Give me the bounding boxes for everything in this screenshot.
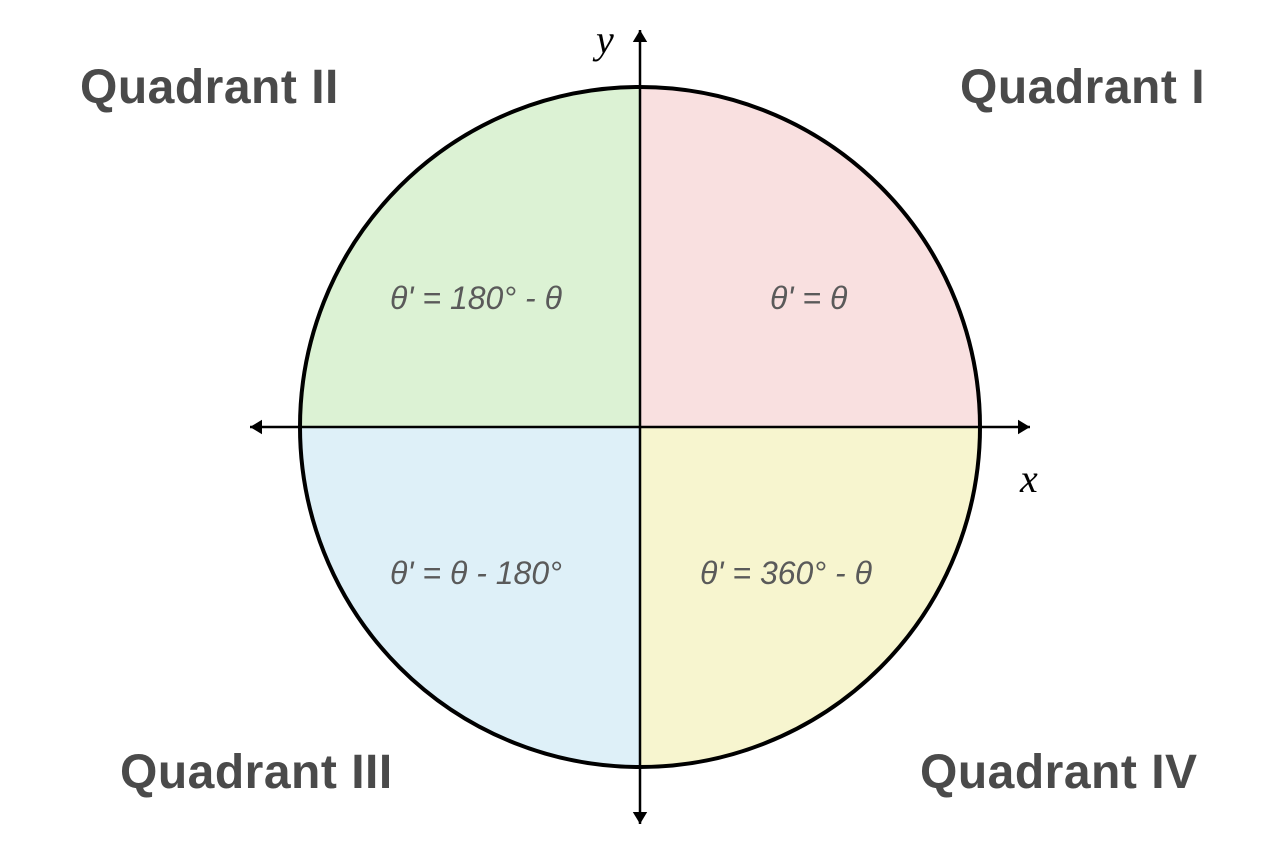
quadrant-4-title: Quadrant IV (920, 745, 1198, 800)
quadrant-4-formula: θ' = 360° - θ (700, 555, 872, 592)
quadrant-2-title: Quadrant II (80, 60, 339, 115)
quadrant-3-formula: θ' = θ - 180° (390, 555, 562, 592)
quadrant-1-title: Quadrant I (960, 60, 1205, 115)
quadrant-1-formula: θ' = θ (770, 280, 847, 317)
diagram-svg (0, 0, 1280, 854)
x-axis-label: x (1020, 455, 1038, 502)
quadrant-3-title: Quadrant III (120, 745, 393, 800)
diagram-stage: Quadrant I Quadrant II Quadrant III Quad… (0, 0, 1280, 854)
axes-group (250, 30, 1030, 824)
quadrant-2-formula: θ' = 180° - θ (390, 280, 562, 317)
y-axis-label: y (596, 16, 614, 63)
